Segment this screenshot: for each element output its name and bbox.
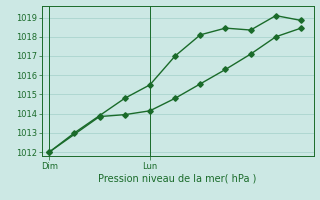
X-axis label: Pression niveau de la mer( hPa ): Pression niveau de la mer( hPa ) bbox=[99, 173, 257, 183]
